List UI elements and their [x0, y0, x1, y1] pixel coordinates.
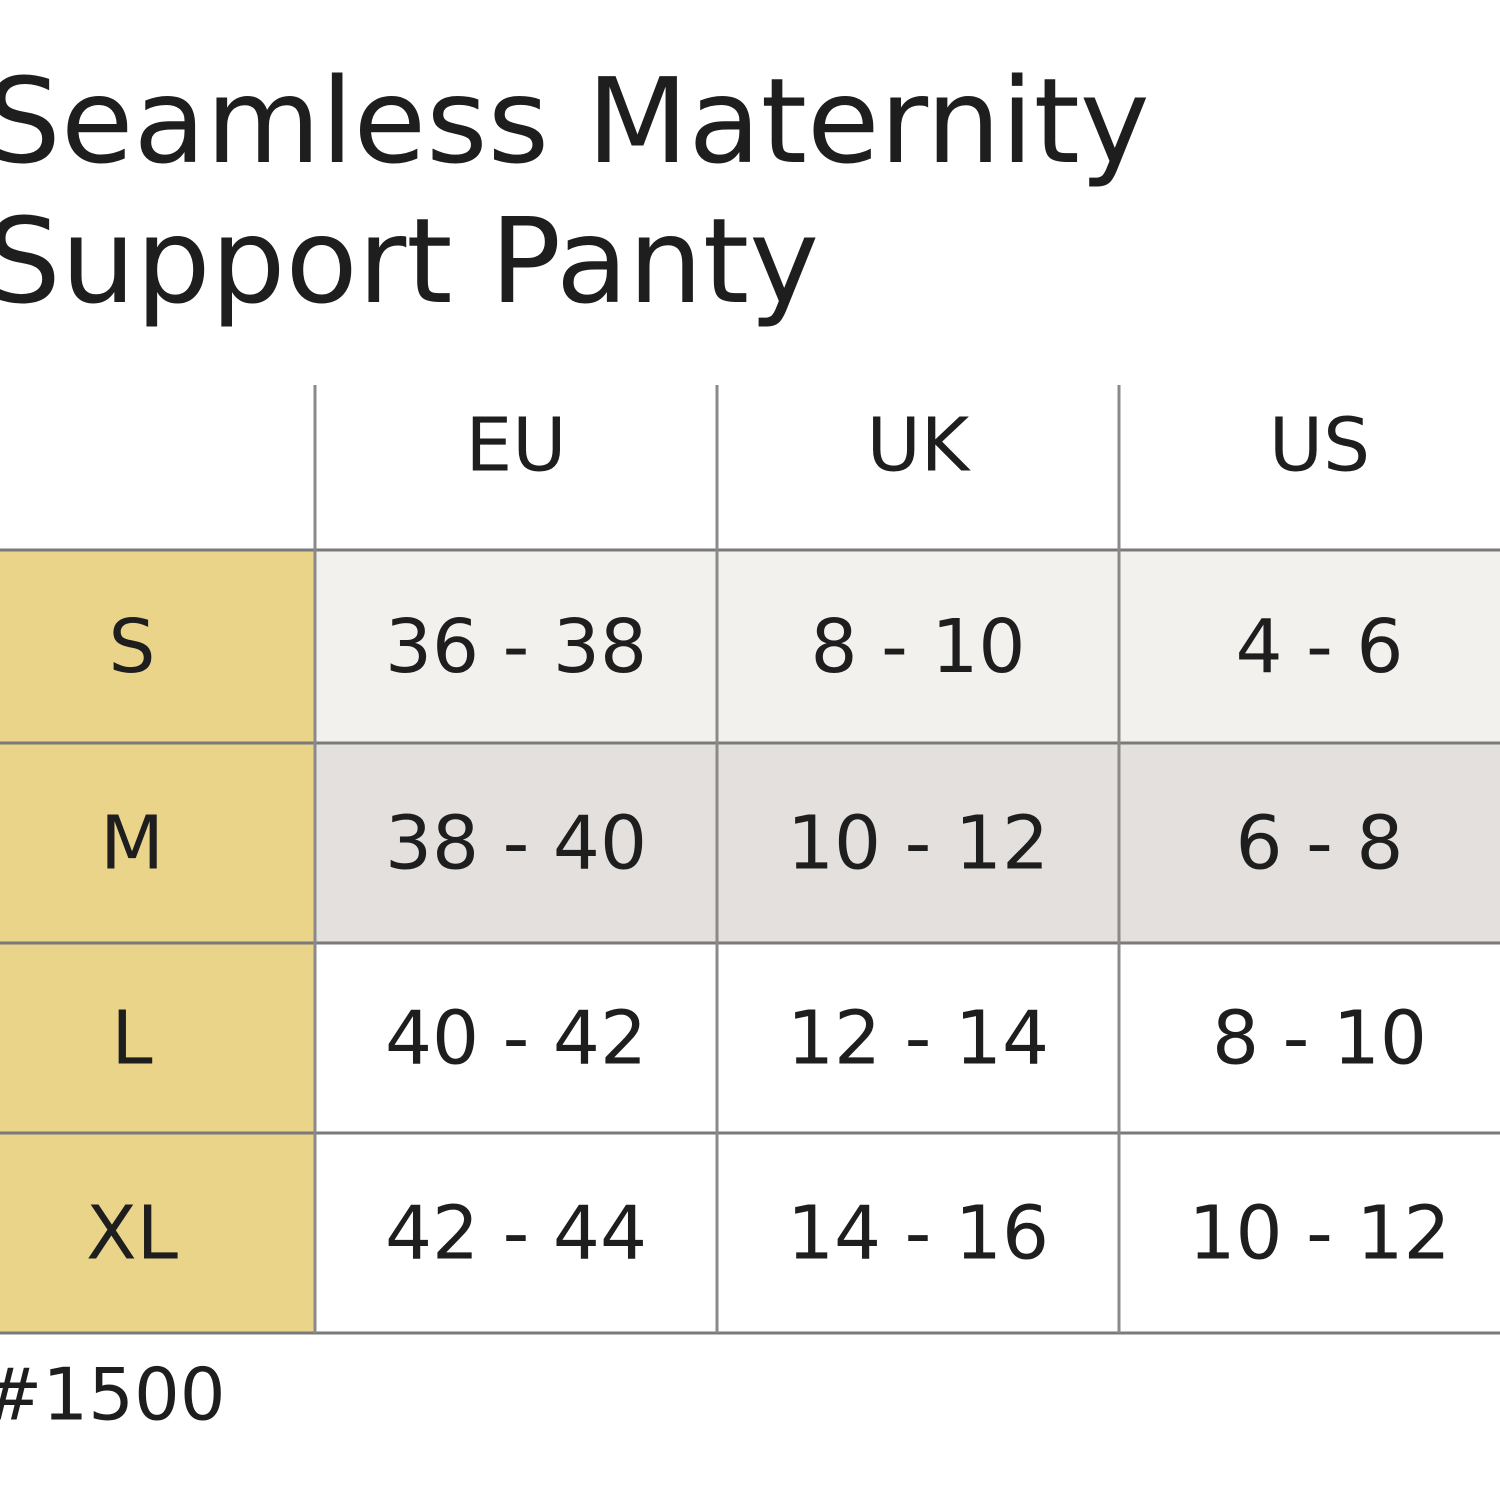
size-value: 8 - 10: [1212, 996, 1427, 1082]
size-cell: [0, 743, 315, 943]
size-value: 12 - 14: [787, 996, 1049, 1082]
size-value: 42 - 44: [385, 1191, 647, 1277]
size-label: XL: [86, 1191, 178, 1277]
size-value: 4 - 6: [1236, 604, 1404, 690]
size-value: 10 - 12: [1188, 1191, 1450, 1277]
column-header: EU: [466, 403, 567, 489]
size-label: M: [100, 801, 164, 887]
size-cell: [0, 1133, 315, 1333]
column-header: US: [1269, 403, 1370, 489]
title-line: Support Panty: [0, 192, 819, 330]
footer-code: #1500: [0, 1353, 226, 1437]
size-cell: [0, 550, 315, 743]
size-value: 14 - 16: [787, 1191, 1049, 1277]
size-value: 6 - 8: [1236, 801, 1404, 887]
size-value: 36 - 38: [385, 604, 647, 690]
size-value: 40 - 42: [385, 996, 647, 1082]
size-label: L: [111, 996, 152, 1082]
size-value: 8 - 10: [811, 604, 1026, 690]
column-header: UK: [867, 403, 972, 489]
size-cell: [0, 943, 315, 1133]
size-value: 10 - 12: [787, 801, 1049, 887]
row-band: [315, 943, 1500, 1133]
row-band: [315, 1133, 1500, 1333]
title-line: Seamless Maternity: [0, 52, 1150, 190]
size-label: S: [109, 604, 156, 690]
row-band: [315, 550, 1500, 743]
row-band: [315, 743, 1500, 943]
size-value: 38 - 40: [385, 801, 647, 887]
